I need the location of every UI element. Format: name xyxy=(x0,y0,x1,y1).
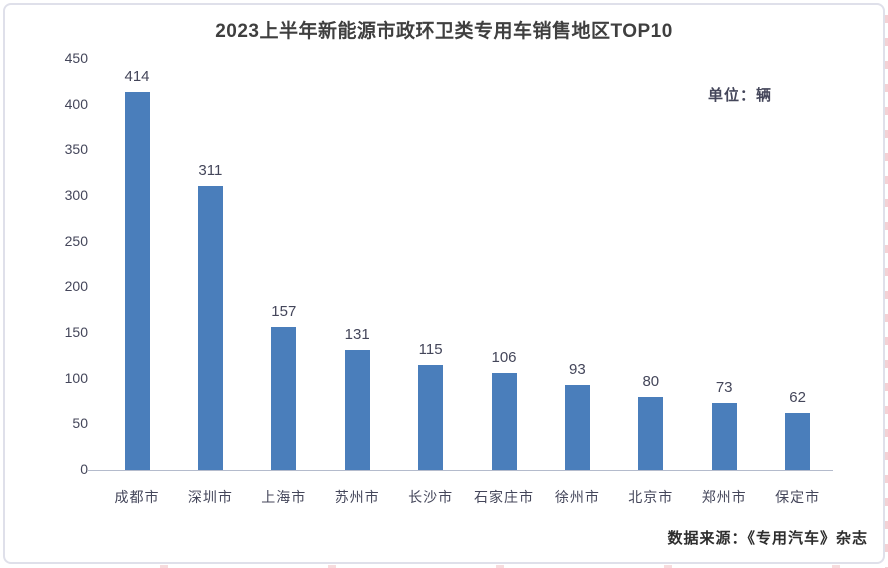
bar-value-label: 93 xyxy=(569,361,586,379)
bar-郑州市 xyxy=(711,403,737,470)
x-axis-category-label: 郑州市 xyxy=(701,489,747,505)
x-axis-line xyxy=(88,470,833,471)
bar-value-label: 106 xyxy=(491,349,517,367)
y-axis-tick-label: 250 xyxy=(64,232,88,249)
bar-value-label: 157 xyxy=(271,302,297,320)
x-axis-category-label: 北京市 xyxy=(628,489,674,505)
bar-value-label: 80 xyxy=(642,372,660,390)
y-axis-tick-label: 450 xyxy=(64,50,88,66)
bar-石家庄市 xyxy=(491,373,517,470)
bar-value-label: 311 xyxy=(198,161,223,179)
y-axis-tick-label: 150 xyxy=(64,324,88,340)
bar-value-label: 414 xyxy=(124,67,150,85)
x-axis-category-label: 成都市 xyxy=(114,489,160,505)
bar-长沙市 xyxy=(418,364,444,470)
x-axis-category-label: 石家庄市 xyxy=(474,489,534,505)
data-source-label: 数据来源：《专用汽车》杂志 xyxy=(667,530,868,547)
bar-value-label: 73 xyxy=(715,379,733,397)
bar-上海市 xyxy=(271,326,297,470)
chart-title: 2023上半年新能源市政环卫类专用车销售地区TOP10 xyxy=(215,21,673,42)
x-axis-category-label: 保定市 xyxy=(775,489,821,505)
y-axis-tick-label: 400 xyxy=(64,95,88,112)
unit-label: 单位：辆 xyxy=(708,87,773,104)
y-axis-tick-label: 100 xyxy=(64,369,88,386)
bar-徐州市 xyxy=(564,385,590,470)
x-axis-category-label: 深圳市 xyxy=(187,489,233,505)
bar-保定市 xyxy=(785,413,811,470)
x-axis-category-label: 苏州市 xyxy=(334,489,380,505)
x-axis-category-label: 长沙市 xyxy=(408,489,454,505)
bar-value-label: 62 xyxy=(789,389,806,407)
y-axis-tick-label: 200 xyxy=(64,278,88,295)
y-axis-tick-label: 50 xyxy=(72,415,88,432)
bar-成都市 xyxy=(124,91,150,470)
y-axis-tick-label: 0 xyxy=(80,461,88,477)
bar-北京市 xyxy=(638,396,664,470)
y-axis-tick-label: 300 xyxy=(64,187,88,203)
x-axis-category-label: 上海市 xyxy=(261,489,307,505)
x-axis-category-label: 徐州市 xyxy=(554,489,600,505)
y-axis-tick-label: 350 xyxy=(64,141,88,158)
bar-苏州市 xyxy=(344,350,370,470)
bar-value-label: 131 xyxy=(344,326,370,344)
bar-value-label: 115 xyxy=(418,340,443,358)
bar-深圳市 xyxy=(197,185,223,470)
